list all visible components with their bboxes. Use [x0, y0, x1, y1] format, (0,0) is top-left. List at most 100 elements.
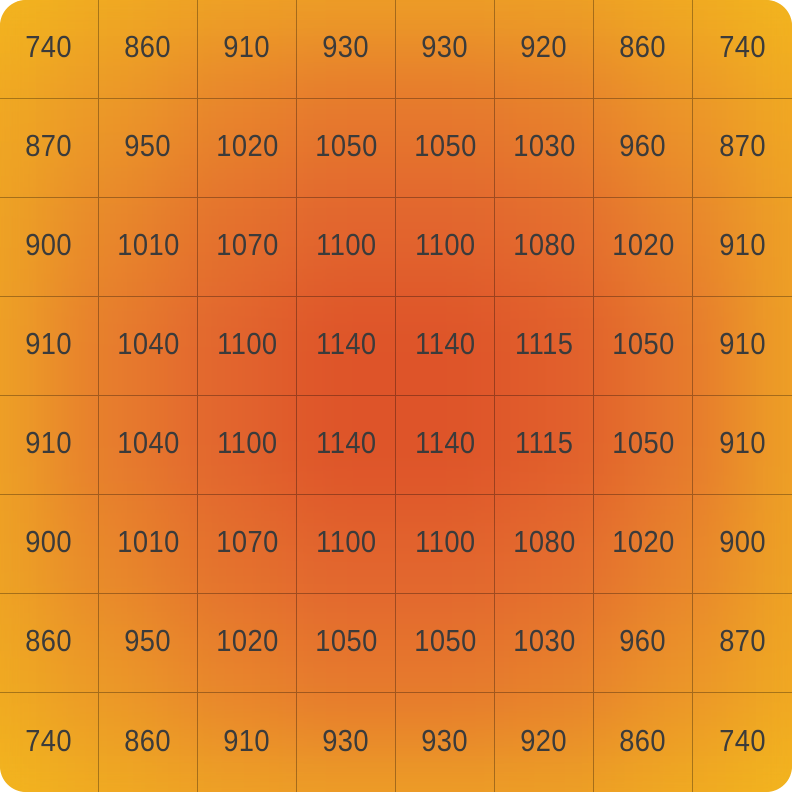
heatmap-cell-value: 1010 — [116, 227, 180, 262]
heatmap-bg-cell — [396, 282, 510, 396]
heatmap-cell: 1080 — [495, 198, 594, 297]
heatmap-cell: 870 — [0, 99, 99, 198]
heatmap-cell-value: 930 — [322, 722, 370, 758]
heatmap-cell-value: 960 — [619, 128, 667, 163]
heatmap-cell: 1010 — [99, 495, 198, 594]
heatmap-cell-value: 930 — [322, 29, 370, 64]
heatmap-bg-cell — [0, 0, 54, 54]
heatmap-cell-value: 910 — [223, 29, 271, 64]
heatmap-cell: 910 — [198, 693, 297, 792]
heatmap-bg-cell — [54, 168, 168, 282]
heatmap-bg-cell — [168, 624, 282, 738]
heatmap-cell-value: 910 — [719, 425, 766, 460]
heatmap-bg-cell — [282, 510, 396, 624]
heatmap-cell-value: 870 — [719, 623, 766, 658]
heatmap-cell: 930 — [396, 693, 495, 792]
heatmap-cell: 1100 — [198, 297, 297, 396]
heatmap-cell-value: 1115 — [514, 425, 574, 460]
heatmap-cell-value: 1050 — [413, 128, 477, 163]
heatmap-cell-value: 1050 — [314, 128, 378, 163]
heatmap-cell: 1020 — [198, 99, 297, 198]
heatmap-bg-cell — [738, 738, 792, 792]
heatmap-cell-value: 1050 — [611, 326, 675, 361]
heatmap-cell: 1030 — [495, 594, 594, 693]
heatmap-cell-value: 930 — [421, 29, 469, 64]
heatmap-bg-cell — [510, 624, 624, 738]
heatmap-cell: 1140 — [297, 297, 396, 396]
heatmap-cell: 930 — [297, 693, 396, 792]
heatmap-bg-cell — [282, 168, 396, 282]
heatmap-bg-cell — [282, 282, 396, 396]
heatmap-cell-value: 900 — [25, 524, 73, 559]
heatmap-cell-value: 960 — [619, 623, 667, 658]
heatmap-cell-value: 920 — [520, 29, 568, 64]
heatmap-cell-value: 870 — [719, 128, 766, 163]
heatmap-cell: 950 — [99, 594, 198, 693]
heatmap-cell-value: 1050 — [611, 425, 675, 460]
heatmap-bg-cell — [738, 396, 792, 510]
heatmap-cell: 1050 — [594, 297, 693, 396]
heatmap-bg-cell — [738, 510, 792, 624]
heatmap-cell-value: 1010 — [116, 524, 180, 559]
heatmap-cell-value: 1070 — [215, 227, 279, 262]
heatmap-bg-cell — [168, 396, 282, 510]
heatmap-bg-cell — [282, 624, 396, 738]
heatmap-cell: 1030 — [495, 99, 594, 198]
heatmap-cell-value: 1020 — [611, 227, 675, 262]
heatmap-bg-cell — [738, 168, 792, 282]
heatmap-bg-cell — [168, 738, 282, 792]
heatmap-cell: 920 — [495, 693, 594, 792]
heatmap-cell: 1140 — [297, 396, 396, 495]
heatmap-cell-value: 910 — [25, 326, 73, 361]
heatmap-cell-value: 1030 — [512, 128, 576, 163]
heatmap-cell: 1020 — [594, 495, 693, 594]
heatmap-bg-cell — [54, 54, 168, 168]
heatmap-cell-value: 1115 — [514, 326, 574, 361]
heatmap-bg-cell — [168, 168, 282, 282]
heatmap-bg-cell — [624, 396, 738, 510]
heatmap-cell-value: 1100 — [414, 524, 476, 559]
heatmap-bg-cell — [0, 624, 54, 738]
heatmap-cell-value: 910 — [719, 227, 766, 262]
heatmap-bg-cell — [396, 168, 510, 282]
heatmap-cell-value: 860 — [25, 623, 73, 658]
heatmap-cell: 1140 — [396, 396, 495, 495]
heatmap-cell: 1070 — [198, 495, 297, 594]
heatmap-bg-cell — [396, 54, 510, 168]
heatmap-bg-cell — [0, 396, 54, 510]
heatmap-cell: 860 — [99, 693, 198, 792]
heatmap-cell: 1100 — [297, 495, 396, 594]
heatmap-bg-cell — [54, 738, 168, 792]
heatmap-cell: 1040 — [99, 297, 198, 396]
heatmap-cell: 910 — [0, 396, 99, 495]
heatmap-cell: 1115 — [495, 297, 594, 396]
heatmap-cell: 1050 — [594, 396, 693, 495]
heatmap-cell-value: 1100 — [315, 524, 377, 559]
heatmap-bg-cell — [168, 282, 282, 396]
heatmap-cell-value: 1020 — [215, 623, 279, 658]
heatmap-cell-value: 930 — [421, 722, 469, 758]
heatmap-cell-value: 870 — [25, 128, 73, 163]
heatmap-bg-cell — [0, 510, 54, 624]
heatmap-cell-value: 1050 — [314, 623, 378, 658]
heatmap-cell: 960 — [594, 594, 693, 693]
heatmap-cell: 870 — [693, 594, 792, 693]
heatmap-cell-value: 950 — [124, 128, 172, 163]
heatmap-bg-cell — [282, 738, 396, 792]
heatmap-cell-value: 900 — [25, 227, 73, 262]
heatmap-cell-value: 1140 — [315, 425, 377, 460]
heatmap-cell: 860 — [594, 0, 693, 99]
heatmap-bg-cell — [624, 282, 738, 396]
heatmap-bg-cell — [54, 510, 168, 624]
heatmap-cell-value: 740 — [719, 722, 766, 758]
heatmap-cell-value: 1100 — [216, 326, 278, 361]
heatmap-bg-cell — [396, 624, 510, 738]
heatmap-cell-value: 910 — [223, 722, 271, 758]
heatmap-bg-cell — [624, 738, 738, 792]
heatmap-bg-cell — [624, 510, 738, 624]
heatmap-cell: 1140 — [396, 297, 495, 396]
heatmap-bg-cell — [510, 168, 624, 282]
heatmap-cell: 910 — [693, 198, 792, 297]
heatmap-bg-cell — [54, 0, 168, 54]
